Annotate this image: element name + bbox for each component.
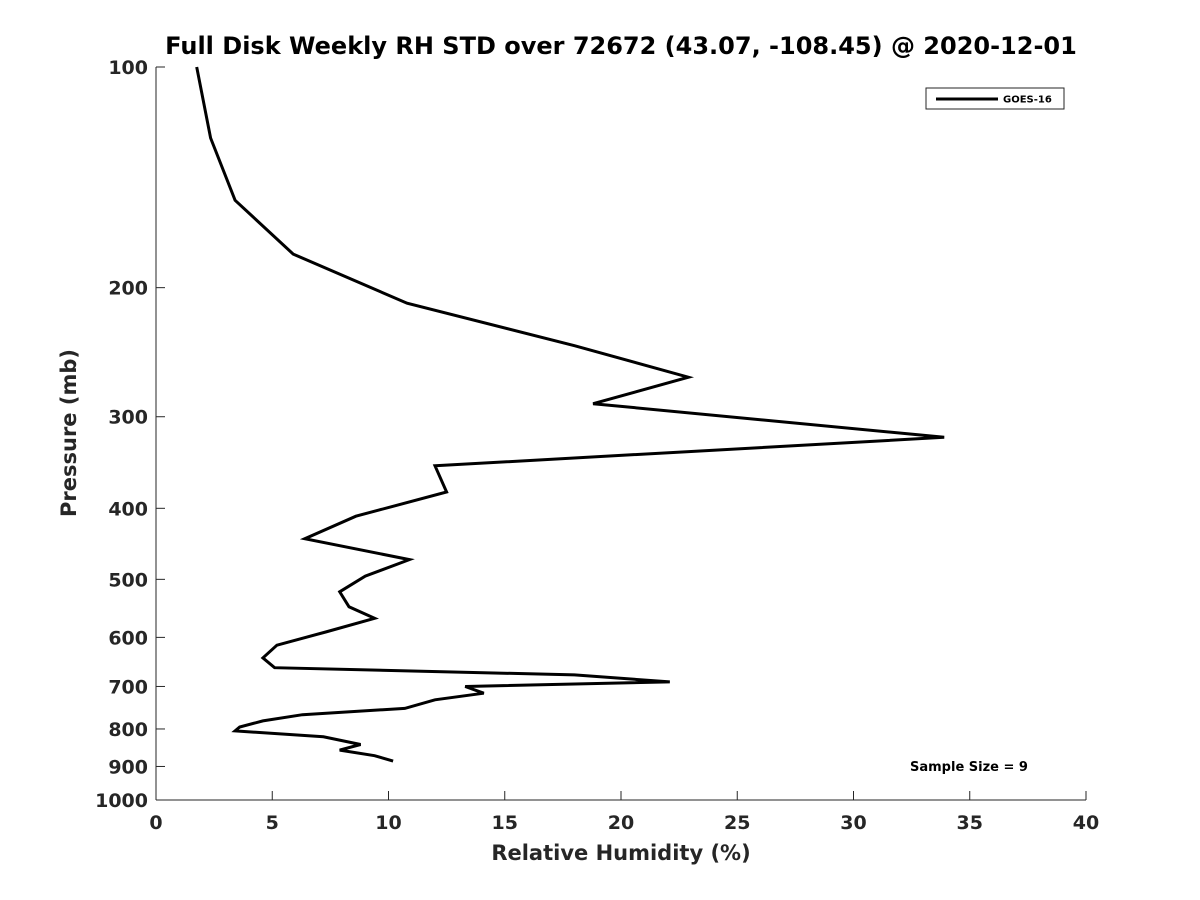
series-layer [195,66,945,763]
x-tick-label: 40 [1073,812,1099,834]
x-tick-label: 20 [608,812,634,834]
y-tick-label: 500 [108,569,148,591]
sample-size-annotation: Sample Size = 9 [910,760,1028,775]
y-tick-label: 200 [108,278,148,300]
x-axis-label: Relative Humidity (%) [491,841,750,865]
y-tick-label: 900 [108,756,148,778]
y-tick-label: 100 [108,57,148,79]
x-tick-label: 15 [492,812,518,834]
y-tick-label: 1000 [95,790,148,812]
legend-label-goes16: GOES-16 [1003,95,1052,106]
y-ticks: 100 200 300 400 500 600 700 800 900 1000 [95,57,165,812]
x-ticks: 0 5 10 15 20 25 30 35 40 [149,791,1099,834]
y-tick-label: 400 [108,498,148,520]
series-line-goes16 [195,66,945,763]
x-tick-label: 35 [957,812,983,834]
y-tick-label: 800 [108,719,148,741]
x-tick-label: 25 [724,812,750,834]
y-tick-label: 300 [108,407,148,429]
chart-title: Full Disk Weekly RH STD over 72672 (43.0… [165,32,1077,60]
x-tick-label: 10 [375,812,401,834]
x-tick-label: 5 [266,812,279,834]
y-axis-label: Pressure (mb) [57,349,81,517]
y-tick-label: 600 [108,627,148,649]
x-tick-label: 30 [840,812,866,834]
x-tick-label: 0 [149,812,162,834]
legend: GOES-16 [925,87,1065,110]
y-tick-label: 700 [108,676,148,698]
